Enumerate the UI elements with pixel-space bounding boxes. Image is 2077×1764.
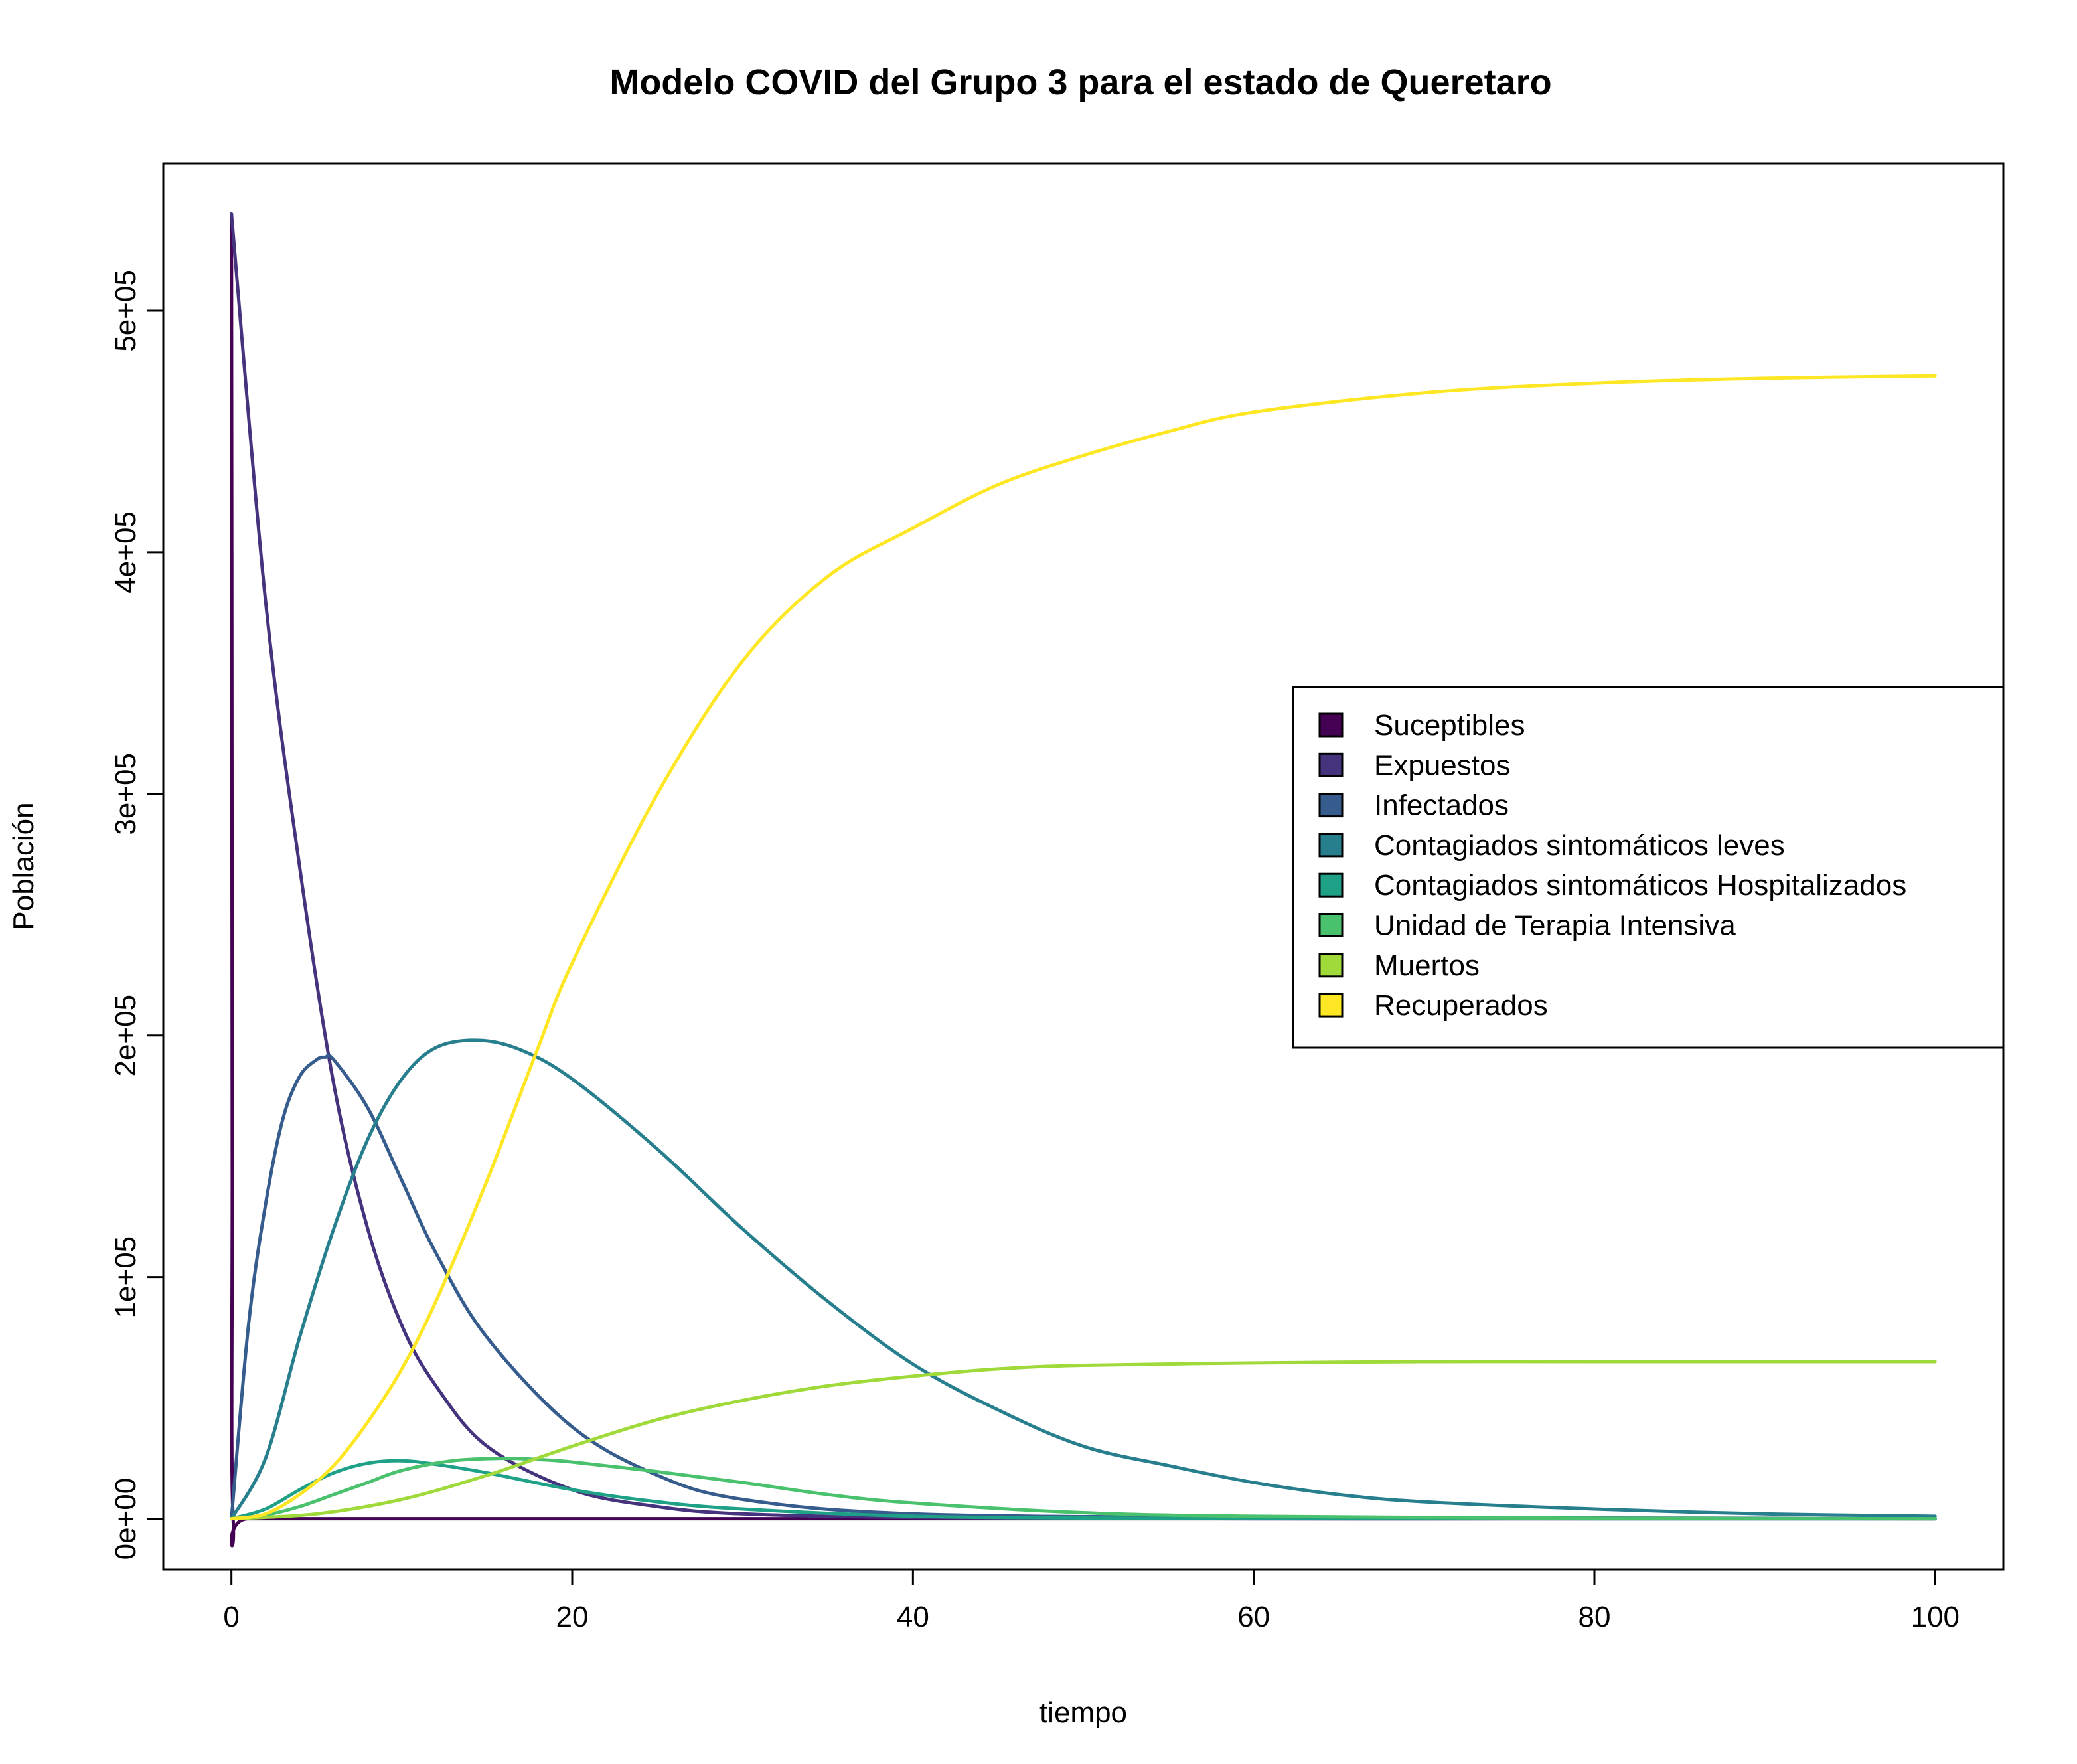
series-line-unidad-de-terapia-intensiva bbox=[230, 1457, 1937, 1521]
legend-label: Infectados bbox=[1374, 789, 1509, 822]
legend: Suceptibles Expuestos Infectados Contagiado… bbox=[1292, 686, 2005, 1049]
series-line-contagiados-sintomaticos-hospitalizados bbox=[230, 1459, 1937, 1521]
legend-label: Contagiados sintomáticos Hospitalizados bbox=[1374, 869, 1906, 902]
legend-swatch bbox=[1318, 953, 1344, 978]
y-tick-label: 4e+05 bbox=[110, 511, 142, 594]
legend-swatch bbox=[1318, 913, 1344, 937]
legend-label: Suceptibles bbox=[1374, 709, 1525, 742]
legend-swatch bbox=[1318, 993, 1344, 1018]
y-tick-label: 3e+05 bbox=[110, 753, 142, 835]
y-axis-label: Población bbox=[7, 802, 40, 930]
legend-swatch bbox=[1318, 833, 1344, 858]
x-axis-label: tiempo bbox=[1039, 1696, 1127, 1729]
legend-label: Recuperados bbox=[1374, 989, 1548, 1022]
legend-items: Suceptibles Expuestos Infectados Contagiado… bbox=[1318, 709, 1906, 1022]
y-tick-label: 1e+05 bbox=[110, 1236, 142, 1319]
legend-label: Expuestos bbox=[1374, 749, 1510, 781]
legend-box bbox=[1292, 686, 2005, 1049]
legend-swatch bbox=[1318, 793, 1344, 818]
x-tick-label: 20 bbox=[556, 1601, 589, 1633]
y-tick-label: 2e+05 bbox=[110, 995, 142, 1077]
legend-swatch bbox=[1318, 712, 1344, 738]
x-tick-label: 80 bbox=[1578, 1601, 1611, 1633]
legend-label: Muertos bbox=[1374, 949, 1480, 982]
series-group bbox=[229, 212, 1937, 1548]
x-axis: 0 20 40 60 80 100 bbox=[223, 1568, 1960, 1633]
legend-swatch bbox=[1318, 872, 1344, 898]
legend-label: Contagiados sintomáticos leves bbox=[1374, 829, 1785, 862]
series-line-contagiados-sintomaticos-leves bbox=[230, 1038, 1937, 1521]
x-tick-label: 40 bbox=[897, 1601, 929, 1633]
x-tick-label: 0 bbox=[223, 1601, 239, 1633]
series-line-recuperados bbox=[230, 374, 1937, 1521]
legend-swatch bbox=[1318, 752, 1344, 777]
y-tick-label: 5e+05 bbox=[110, 270, 142, 352]
series-line-infectados bbox=[230, 1053, 1937, 1521]
legend-label: Unidad de Terapia Intensiva bbox=[1374, 910, 1736, 942]
series-line-muertos bbox=[230, 1360, 1937, 1521]
chart-title: Modelo COVID del Grupo 3 para el estado … bbox=[609, 62, 1551, 102]
y-tick-label: 0e+00 bbox=[110, 1478, 142, 1560]
x-tick-label: 100 bbox=[1911, 1601, 1960, 1633]
x-tick-label: 60 bbox=[1237, 1601, 1270, 1633]
y-axis: 0e+00 1e+05 2e+05 3e+05 4e+05 5e+05 bbox=[110, 270, 165, 1560]
